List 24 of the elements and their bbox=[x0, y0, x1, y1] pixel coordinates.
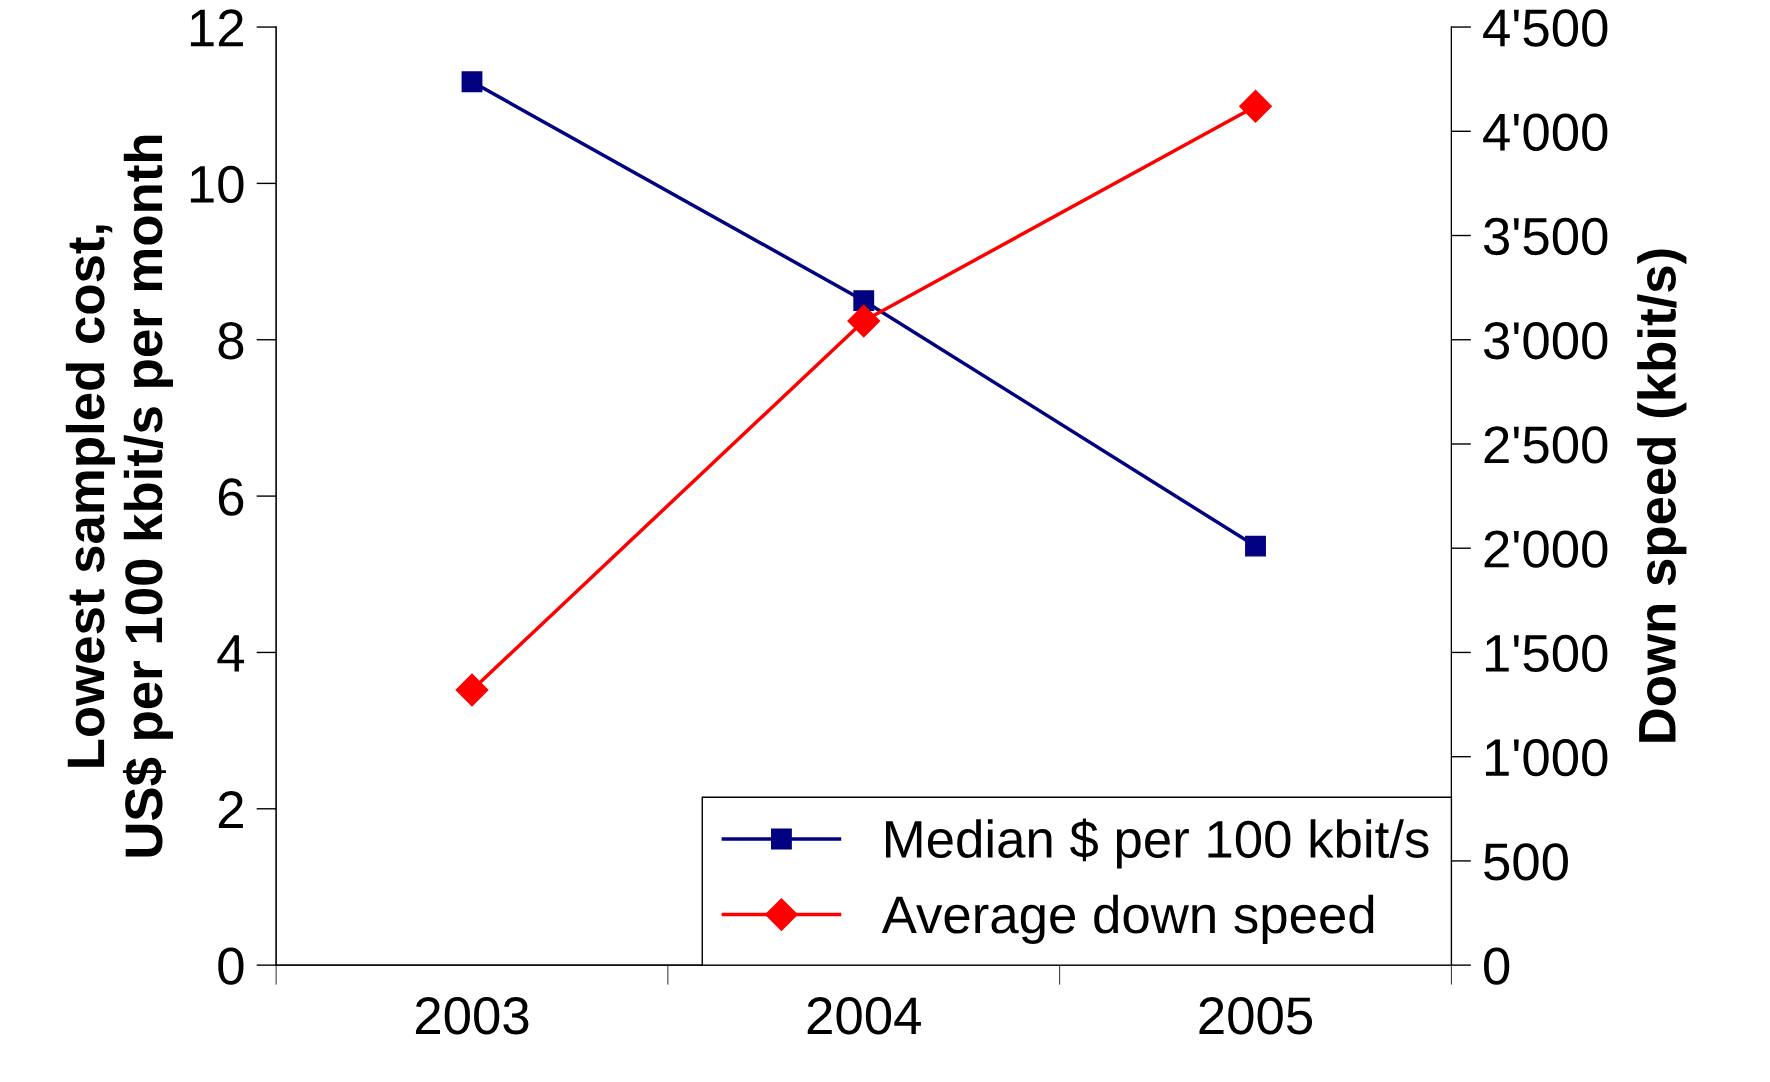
y-axis-title: Lowest sampled cost, US$ per 100 kbit/s per month bbox=[65, 135, 173, 857]
y2-tick-label: 1'000 bbox=[1485, 738, 1608, 777]
y-tick-label: 10 bbox=[190, 165, 244, 204]
y2-tick-label: 4'500 bbox=[1483, 9, 1608, 47]
legend-label: Median $ per 100 kbit/s bbox=[886, 818, 1429, 869]
y-tick-label: 0 bbox=[218, 947, 244, 985]
y2-tick-label: 0 bbox=[1484, 947, 1510, 985]
y-tick-label: 6 bbox=[218, 478, 244, 516]
x-tick-label: 2005 bbox=[1199, 997, 1313, 1035]
y2-tick-label: 4'000 bbox=[1483, 113, 1608, 151]
y2-tick-label: 3'500 bbox=[1483, 217, 1608, 256]
y2-tick-label: 1'500 bbox=[1485, 634, 1608, 673]
x-tick-label: 2003 bbox=[415, 997, 529, 1035]
y2-tick-label: 2'000 bbox=[1484, 530, 1608, 568]
y2-tick-label: 3'000 bbox=[1483, 322, 1608, 360]
y-tick-label: 12 bbox=[190, 9, 243, 47]
y2-tick-label: 500 bbox=[1484, 843, 1568, 881]
y-tick-label: 2 bbox=[218, 791, 243, 828]
y-tick-label: 4 bbox=[217, 635, 245, 672]
y2-tick-label: 2'500 bbox=[1484, 426, 1608, 464]
legend-label: Average down speed bbox=[881, 894, 1374, 945]
y-tick-label: 8 bbox=[218, 322, 244, 360]
x-tick-label: 2004 bbox=[807, 997, 921, 1035]
y2-axis-title: Down speed (kbit/s) bbox=[1637, 249, 1687, 742]
